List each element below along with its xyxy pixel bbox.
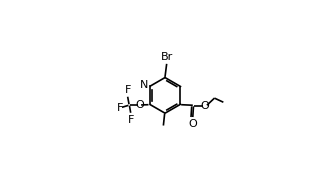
Text: F: F	[128, 115, 134, 125]
Text: O: O	[201, 101, 210, 111]
Text: Br: Br	[161, 52, 173, 62]
Text: F: F	[125, 85, 131, 95]
Text: F: F	[117, 103, 123, 113]
Text: O: O	[188, 119, 197, 129]
Text: O: O	[135, 100, 144, 110]
Text: N: N	[139, 80, 148, 90]
